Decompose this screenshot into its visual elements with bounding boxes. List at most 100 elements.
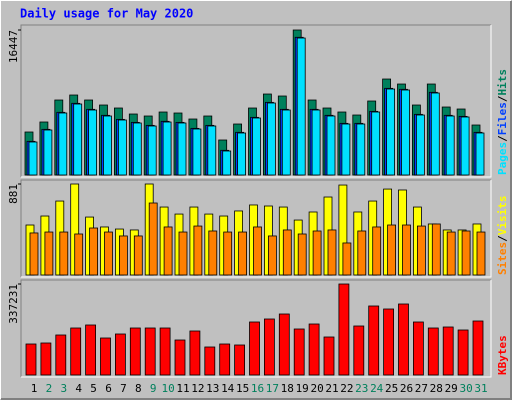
bar [222, 150, 232, 176]
bar [386, 88, 396, 176]
bar [174, 339, 186, 376]
x-tick-label: 6 [105, 382, 112, 395]
bar [442, 326, 454, 376]
x-tick-label: 20 [310, 382, 323, 395]
x-tick-label: 16 [251, 382, 264, 395]
x-tick-label: 21 [325, 382, 338, 395]
bar [159, 327, 171, 376]
bar [457, 329, 469, 376]
x-tick-label: 8 [135, 382, 142, 395]
bar [204, 346, 216, 376]
bar [85, 324, 96, 376]
bar [312, 230, 322, 276]
x-tick-label: 4 [75, 382, 82, 395]
bar [476, 231, 486, 276]
bar [338, 283, 350, 376]
bar [281, 109, 291, 176]
bar [29, 232, 39, 276]
bar [89, 227, 98, 276]
bar [237, 132, 247, 176]
bar [252, 117, 261, 176]
bar [472, 320, 484, 376]
bar [193, 225, 203, 276]
bar [73, 103, 83, 176]
bar [115, 333, 126, 376]
x-tick-label: 18 [281, 382, 294, 395]
x-tick-label: 14 [221, 382, 235, 395]
bar [238, 231, 248, 276]
panel-bevel-dark [20, 24, 491, 177]
x-tick-label: 10 [161, 382, 174, 395]
bar [296, 37, 306, 176]
legend-entry: Hits [496, 69, 509, 96]
bar [431, 223, 441, 276]
bar [58, 112, 68, 176]
bar [387, 224, 397, 276]
bar [430, 92, 440, 176]
bar [416, 225, 426, 276]
bar [412, 321, 424, 376]
bar [263, 318, 275, 376]
bar [461, 230, 471, 276]
legend-entry: Visits [496, 196, 509, 236]
legend: Pages/Files/Hits [496, 69, 509, 175]
x-tick-label: 24 [370, 382, 384, 395]
legend-separator: / [496, 135, 509, 142]
x-tick-label: 22 [340, 382, 353, 395]
x-tick-label: 11 [176, 382, 189, 395]
bar [147, 125, 157, 176]
x-tick-label: 12 [191, 382, 204, 395]
x-tick-label: 27 [415, 382, 428, 395]
x-tick-label: 17 [266, 382, 279, 395]
bar [266, 102, 276, 176]
bar [44, 231, 54, 276]
bar [100, 337, 111, 376]
bar [446, 231, 456, 276]
bar [402, 224, 411, 276]
x-tick-label: 19 [296, 382, 309, 395]
x-tick-label: 15 [236, 382, 249, 395]
legend-entry: Pages [496, 142, 509, 175]
bar [249, 321, 260, 376]
bar [267, 235, 277, 276]
bar [104, 231, 113, 276]
panel-bevel-dark [20, 179, 491, 277]
bar [74, 233, 84, 276]
bar [253, 226, 262, 276]
legend-separator: / [496, 235, 509, 242]
bar [475, 132, 485, 176]
legend-entry: KBytes [496, 335, 509, 375]
x-tick-label: 1 [31, 382, 38, 395]
bar [357, 230, 367, 276]
bar [189, 330, 201, 376]
legend: KBytes [496, 335, 509, 375]
bar [208, 230, 218, 276]
bar [278, 313, 290, 376]
bar [311, 109, 321, 176]
chart-title: Daily usage for May 2020 [20, 7, 193, 21]
x-tick-label: 30 [459, 382, 472, 395]
bar [119, 235, 128, 276]
bar [70, 327, 82, 376]
x-tick-label: 9 [150, 382, 157, 395]
legend-entry: Files [496, 102, 509, 135]
bar [133, 235, 143, 276]
bar [371, 111, 381, 176]
bar [327, 229, 337, 276]
x-tick-label: 25 [385, 382, 398, 395]
bar [398, 303, 409, 376]
x-tick-label: 3 [60, 382, 67, 395]
bar [55, 334, 67, 376]
bar [207, 125, 217, 176]
bar [282, 229, 292, 276]
x-tick-label: 29 [445, 382, 458, 395]
bar [297, 233, 307, 276]
panel-bevel-dark [20, 279, 491, 377]
y-tick-label: 16447 [7, 30, 20, 63]
bar [223, 231, 233, 276]
bar [59, 231, 69, 276]
bar [326, 115, 336, 176]
bar [427, 327, 439, 376]
